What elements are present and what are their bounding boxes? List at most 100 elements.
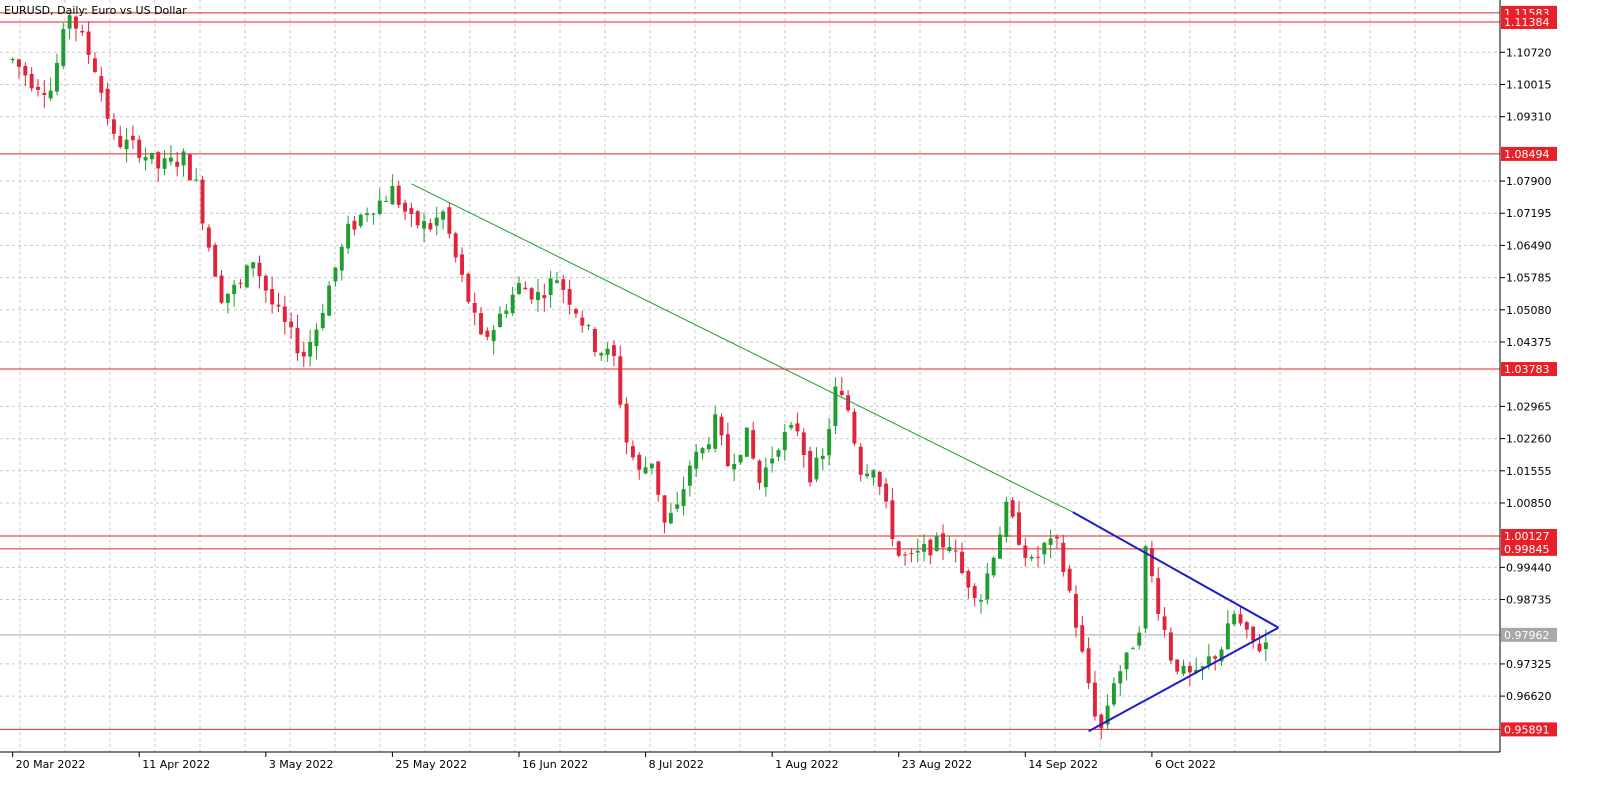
- candle-body: [719, 416, 724, 436]
- candle-body: [55, 62, 59, 92]
- candle-body: [1251, 626, 1256, 641]
- level-label-box: [1501, 362, 1557, 377]
- candle: [257, 255, 262, 289]
- candle: [820, 448, 825, 471]
- candle: [529, 287, 534, 304]
- candle-body: [953, 550, 958, 552]
- candle-body: [333, 267, 338, 282]
- candle: [732, 453, 737, 482]
- candle-body: [833, 386, 838, 427]
- candle-body: [1023, 545, 1028, 558]
- candle-body: [358, 214, 363, 226]
- candle: [219, 270, 224, 305]
- candle-body: [99, 76, 104, 93]
- candle-body: [86, 31, 91, 55]
- candle-body: [409, 208, 414, 214]
- candle: [466, 272, 471, 304]
- candle-body: [466, 273, 471, 302]
- level-label: 1.08494: [1504, 148, 1550, 161]
- candle-body: [365, 212, 370, 215]
- candle-body: [175, 161, 180, 167]
- candle: [694, 444, 699, 477]
- candle-body: [1263, 642, 1268, 650]
- candle-body: [555, 280, 559, 283]
- candle: [403, 199, 408, 221]
- candle: [865, 464, 870, 479]
- candle-body: [890, 500, 895, 540]
- candle: [175, 152, 180, 177]
- candle: [738, 454, 743, 466]
- candle: [1194, 657, 1199, 675]
- candle: [1099, 713, 1104, 739]
- candle: [1244, 620, 1249, 639]
- candle-body: [1105, 705, 1110, 725]
- candle-body: [960, 551, 964, 574]
- candle: [599, 351, 604, 362]
- candle: [29, 67, 34, 92]
- x-tick-label: 3 May 2022: [269, 758, 334, 771]
- candle: [289, 312, 294, 339]
- candle: [1036, 545, 1040, 568]
- candle: [947, 536, 952, 553]
- x-tick-label: 23 Aug 2022: [902, 758, 972, 771]
- candle-body: [1225, 623, 1230, 650]
- candle: [187, 153, 192, 181]
- candle-body: [498, 313, 502, 327]
- x-tick-label: 16 Jun 2022: [522, 758, 588, 771]
- candle: [422, 213, 427, 242]
- candle: [346, 215, 351, 254]
- candle-body: [1067, 568, 1072, 591]
- candle-body: [80, 30, 85, 33]
- candle-body: [339, 246, 344, 271]
- candle-body: [105, 88, 110, 119]
- candle: [991, 556, 996, 578]
- candle-body: [915, 550, 920, 553]
- candle: [510, 287, 515, 316]
- candle-body: [352, 220, 357, 230]
- candle-body: [23, 65, 28, 76]
- candle: [763, 457, 768, 497]
- y-tick-label: 1.07900: [1506, 175, 1552, 188]
- y-tick-label: 1.05080: [1506, 304, 1552, 317]
- level-label-box: [1501, 14, 1557, 29]
- candle-body: [194, 179, 199, 181]
- candle: [1092, 671, 1097, 721]
- candle-body: [67, 15, 72, 29]
- candle-body: [1055, 536, 1059, 539]
- candle-body: [213, 244, 218, 277]
- candle-body: [941, 533, 945, 548]
- candle-body: [1156, 578, 1161, 614]
- candle: [573, 307, 578, 319]
- candle: [517, 276, 521, 296]
- candle: [314, 323, 319, 360]
- candle: [536, 278, 540, 313]
- candle: [111, 113, 116, 140]
- level-label: 1.03783: [1504, 363, 1550, 376]
- horizontal-levels: [0, 12, 1500, 730]
- y-tick-label: 1.05785: [1506, 272, 1552, 285]
- candle: [1073, 585, 1078, 638]
- candle: [1080, 615, 1085, 654]
- candle: [1023, 537, 1028, 567]
- candle-body: [934, 535, 939, 552]
- candle-body: [618, 356, 623, 405]
- candle-body: [314, 329, 319, 346]
- candle: [795, 412, 800, 437]
- candle-body: [586, 325, 591, 327]
- candle: [1219, 646, 1224, 666]
- candles: [10, 13, 1268, 739]
- candle: [656, 461, 661, 502]
- candle: [415, 210, 420, 229]
- candle-body: [1206, 656, 1211, 665]
- candle: [903, 551, 908, 566]
- candle: [371, 212, 376, 225]
- candle-body: [1181, 665, 1186, 674]
- candle-body: [491, 329, 496, 341]
- candle-body: [611, 345, 616, 356]
- candle: [776, 448, 781, 462]
- y-tick-label: 1.02965: [1506, 400, 1552, 413]
- candle: [605, 342, 610, 362]
